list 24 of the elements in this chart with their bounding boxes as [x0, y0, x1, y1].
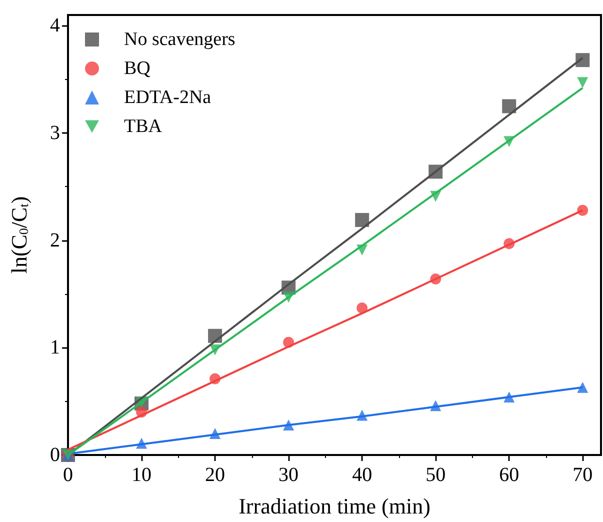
x-tick-label: 70: [572, 464, 593, 486]
point: [502, 99, 516, 114]
y-tick-label: 1: [50, 336, 60, 359]
legend-label: TBA: [124, 116, 162, 137]
y-tick-label: 3: [50, 122, 60, 144]
x-tick-label: 30: [278, 464, 299, 486]
x-tick-label: 50: [426, 464, 446, 486]
point: [356, 302, 368, 314]
legend-label: BQ: [124, 58, 151, 79]
y-axis-title: ln(C0/Ct): [6, 196, 32, 274]
point: [577, 77, 588, 88]
x-tick-label: 40: [352, 464, 372, 486]
x-tick-label: 10: [132, 464, 152, 486]
point: [577, 382, 588, 393]
y-tick-label: 2: [50, 229, 60, 252]
legend-label: No scavengers: [124, 29, 236, 50]
point: [355, 212, 370, 227]
x-tick-label: 60: [499, 464, 520, 486]
legend-label: EDTA-2Na: [124, 87, 212, 108]
point: [576, 53, 590, 68]
x-tick-label: 20: [205, 464, 226, 486]
y-tick-label: 0: [50, 444, 60, 466]
y-tick-label: 4: [50, 14, 60, 37]
x-axis-title: Irradiation time (min): [238, 494, 430, 518]
